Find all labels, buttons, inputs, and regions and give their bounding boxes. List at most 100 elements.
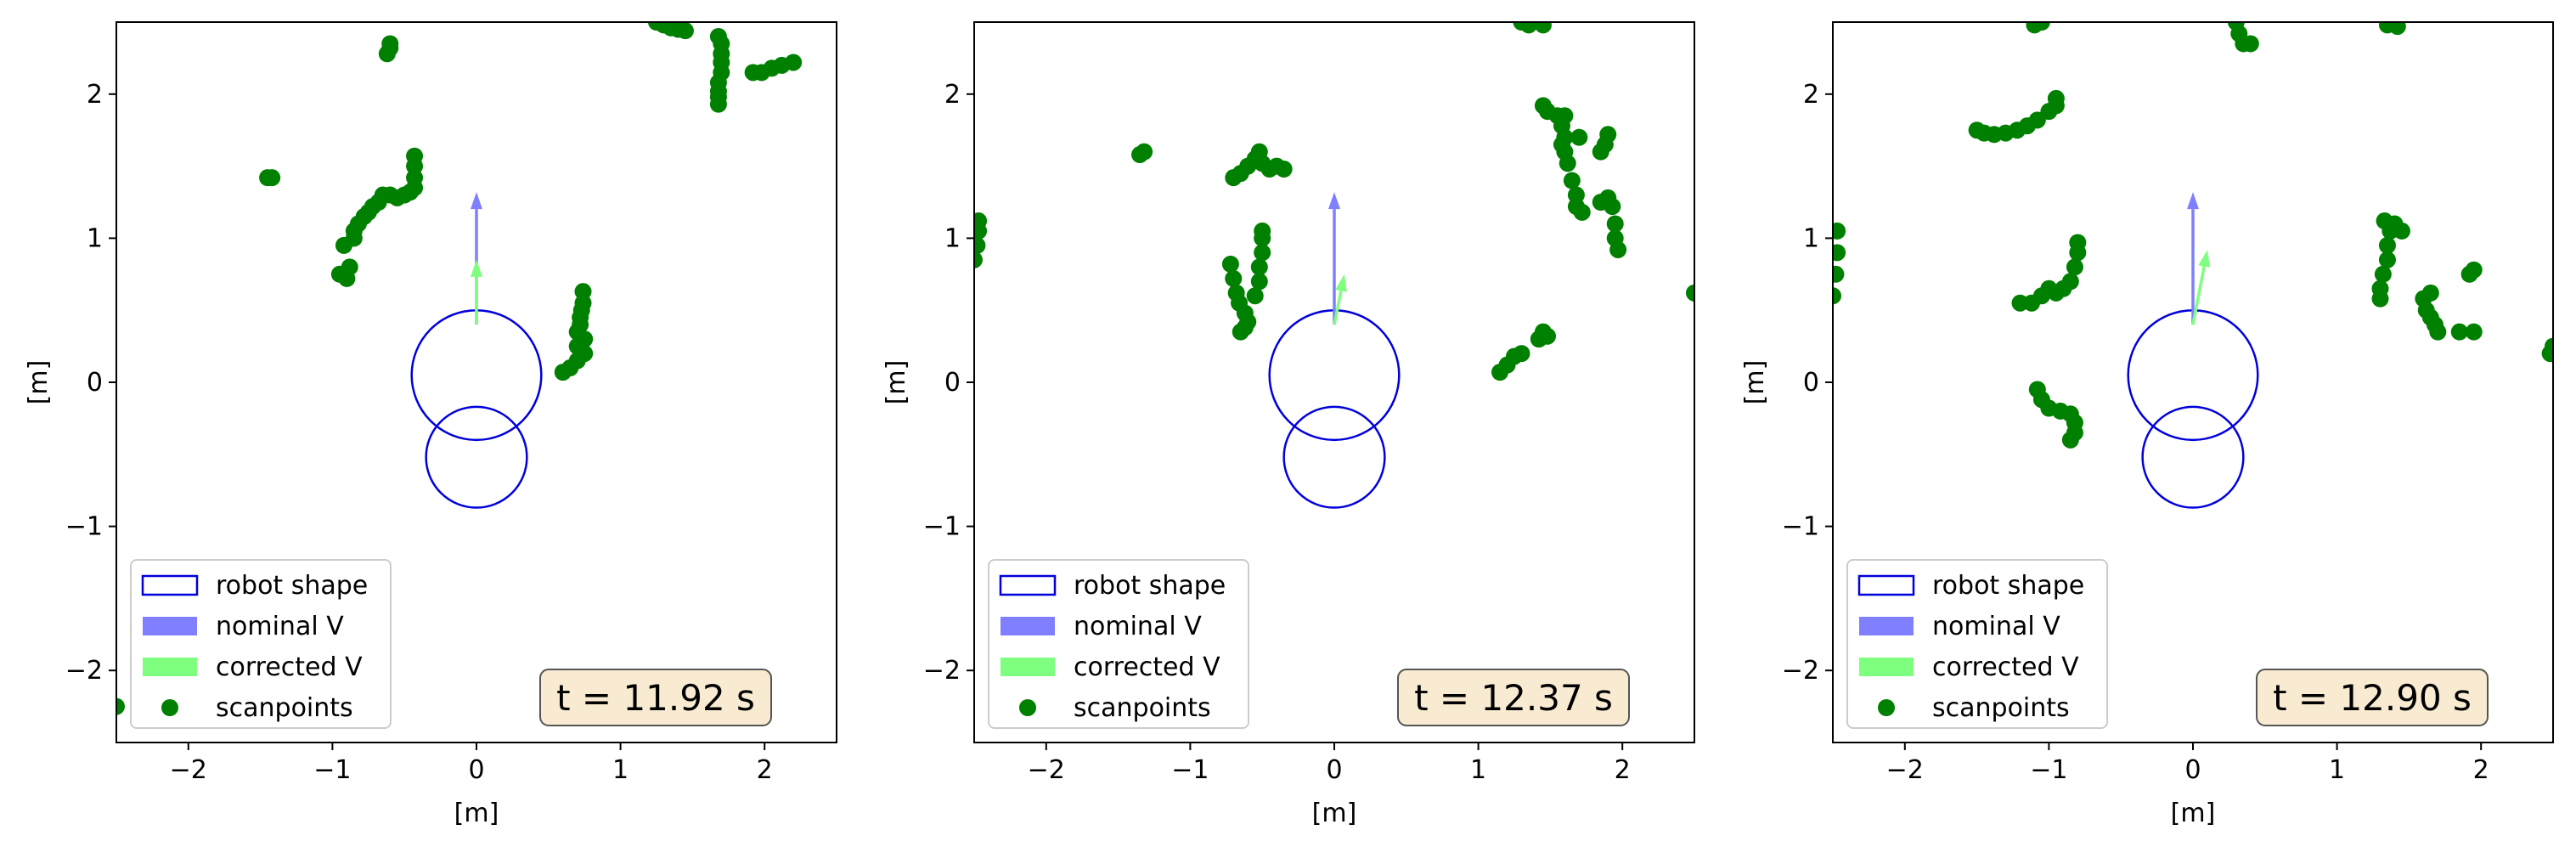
scanpoint bbox=[2465, 323, 2483, 341]
legend-handle-robot-shape bbox=[1857, 574, 1915, 596]
corrected-v-arrow-head bbox=[2198, 249, 2211, 268]
scanpoint bbox=[1686, 284, 1694, 302]
time-annotation: t = 11.92 s bbox=[539, 669, 772, 726]
legend: robot shape nominal V corrected V scanpoint… bbox=[130, 559, 392, 729]
scanpoint bbox=[2429, 323, 2447, 341]
legend-entry-label: scanpoints bbox=[216, 693, 353, 723]
scanpoint bbox=[974, 251, 983, 268]
corrected-v-arrow-shaft bbox=[2191, 266, 2206, 325]
scanpoint bbox=[574, 283, 592, 301]
scanpoint bbox=[676, 22, 694, 40]
subplot-2: −2 −1 0 1 2 −2 −1 0 1 2 [m] [m] robot shape nominal V… bbox=[882, 21, 1695, 828]
scanpoint bbox=[1606, 215, 1624, 233]
x-tick-label: −2 bbox=[170, 755, 207, 785]
x-tick-label: 1 bbox=[612, 755, 628, 785]
scanpoint bbox=[1254, 244, 1271, 262]
scanpoint bbox=[709, 95, 727, 113]
time-annotation: t = 12.37 s bbox=[1397, 669, 1630, 726]
legend-entry-label: nominal V bbox=[1074, 612, 1202, 641]
scanpoint bbox=[1250, 258, 1268, 276]
scanpoint bbox=[1570, 128, 1588, 146]
legend-entry-label: robot shape bbox=[216, 571, 368, 601]
scanpoint bbox=[2028, 111, 2046, 129]
y-tick-label: −1 bbox=[923, 512, 961, 542]
y-axis-label: [m] bbox=[882, 360, 911, 405]
nominal-v-arrow-head bbox=[1328, 192, 1340, 210]
scanpoint bbox=[2378, 251, 2396, 268]
x-tick-label: 1 bbox=[1470, 755, 1486, 785]
scanpoint bbox=[1833, 222, 1846, 240]
legend-box bbox=[130, 559, 392, 729]
scanpoint bbox=[2371, 280, 2389, 297]
scanpoint bbox=[2465, 261, 2483, 279]
x-tick-label: −1 bbox=[1171, 755, 1209, 785]
legend-handle-robot-shape bbox=[999, 574, 1057, 596]
legend-handle-nominal-v bbox=[1859, 617, 1914, 635]
scanpoint bbox=[2066, 258, 2083, 276]
y-axis-label: [m] bbox=[1740, 360, 1770, 405]
scanpoint bbox=[1246, 287, 1264, 305]
x-tick-label: 2 bbox=[1615, 755, 1631, 785]
x-tick-label: 0 bbox=[2184, 755, 2201, 785]
subplot-1: −2 −1 0 1 2 −2 −1 0 1 2 [m] [m] robot shape nominal V… bbox=[24, 21, 837, 828]
time-box bbox=[2256, 669, 2489, 726]
scanpoint bbox=[1539, 327, 1557, 345]
scanpoint bbox=[1250, 273, 1268, 291]
legend-entry-label: scanpoints bbox=[1932, 693, 2070, 723]
corrected-v-arrow-head bbox=[471, 259, 482, 277]
legend-box bbox=[988, 559, 1249, 729]
legend-handle-corrected-v bbox=[1001, 658, 1055, 676]
subplot-3: −2 −1 0 1 2 −2 −1 0 1 2 [m] [m] robot shape nominal V… bbox=[1740, 21, 2554, 828]
plot-area bbox=[1833, 22, 2553, 509]
scanpoint bbox=[1599, 126, 1617, 144]
legend-handle-nominal-v bbox=[143, 617, 197, 635]
panels: −2 −1 0 1 2 −2 −1 0 1 2 [m] [m] robot shape nominal V… bbox=[24, 21, 2554, 828]
x-tick-label: 0 bbox=[1326, 755, 1342, 785]
nominal-v-arrow-head bbox=[471, 192, 482, 210]
scanpoint bbox=[2061, 431, 2079, 449]
corrected-v-arrow-shaft bbox=[1333, 291, 1343, 325]
y-tick-label: 2 bbox=[87, 80, 103, 110]
legend-handle-corrected-v bbox=[143, 658, 197, 676]
y-tick-label: −2 bbox=[923, 656, 961, 686]
y-tick-label: 1 bbox=[87, 223, 103, 253]
scanpoint bbox=[341, 258, 358, 276]
scanpoint bbox=[381, 39, 399, 57]
time-annotation: t = 12.90 s bbox=[2256, 669, 2489, 726]
scanpoint bbox=[2378, 236, 2396, 254]
scanpoint bbox=[2388, 22, 2406, 36]
y-tick-label: −2 bbox=[1782, 656, 1819, 686]
scanpoint bbox=[1833, 265, 1845, 283]
scanpoint bbox=[974, 236, 986, 254]
scanpoint bbox=[2047, 89, 2065, 107]
y-axis-label: [m] bbox=[24, 360, 54, 405]
y-tick-label: −2 bbox=[65, 656, 103, 686]
x-tick-label: −1 bbox=[313, 755, 351, 785]
scanpoint bbox=[2032, 22, 2050, 31]
scanpoint bbox=[1225, 269, 1243, 287]
scanpoint bbox=[2393, 222, 2410, 240]
legend-box bbox=[1846, 559, 2108, 729]
scanpoint bbox=[1221, 255, 1239, 273]
x-tick-label: 2 bbox=[757, 755, 773, 785]
legend-handle-robot-shape bbox=[141, 574, 199, 596]
x-tick-label: −2 bbox=[1886, 755, 1924, 785]
y-tick-label: −1 bbox=[65, 512, 103, 542]
scanpoint bbox=[2421, 284, 2439, 302]
scanpoint bbox=[1609, 240, 1627, 258]
legend-entry-label: corrected V bbox=[1074, 652, 1220, 682]
legend-entry-label: nominal V bbox=[216, 612, 344, 641]
time-label: t = 12.37 s bbox=[1414, 677, 1613, 719]
legend-entry-label: robot shape bbox=[1074, 571, 1226, 601]
scanpoint bbox=[576, 345, 594, 363]
corrected-v-arrow-head bbox=[1335, 274, 1347, 292]
scanpoint bbox=[576, 330, 594, 348]
legend-entry-label: nominal V bbox=[1932, 612, 2060, 641]
scanpoint bbox=[785, 54, 803, 71]
scanpoint bbox=[2241, 35, 2259, 53]
scanpoint bbox=[2450, 323, 2468, 341]
x-tick-label: 0 bbox=[468, 755, 484, 785]
scanpoint bbox=[1833, 287, 1841, 305]
legend-handle-nominal-v bbox=[1001, 617, 1055, 635]
